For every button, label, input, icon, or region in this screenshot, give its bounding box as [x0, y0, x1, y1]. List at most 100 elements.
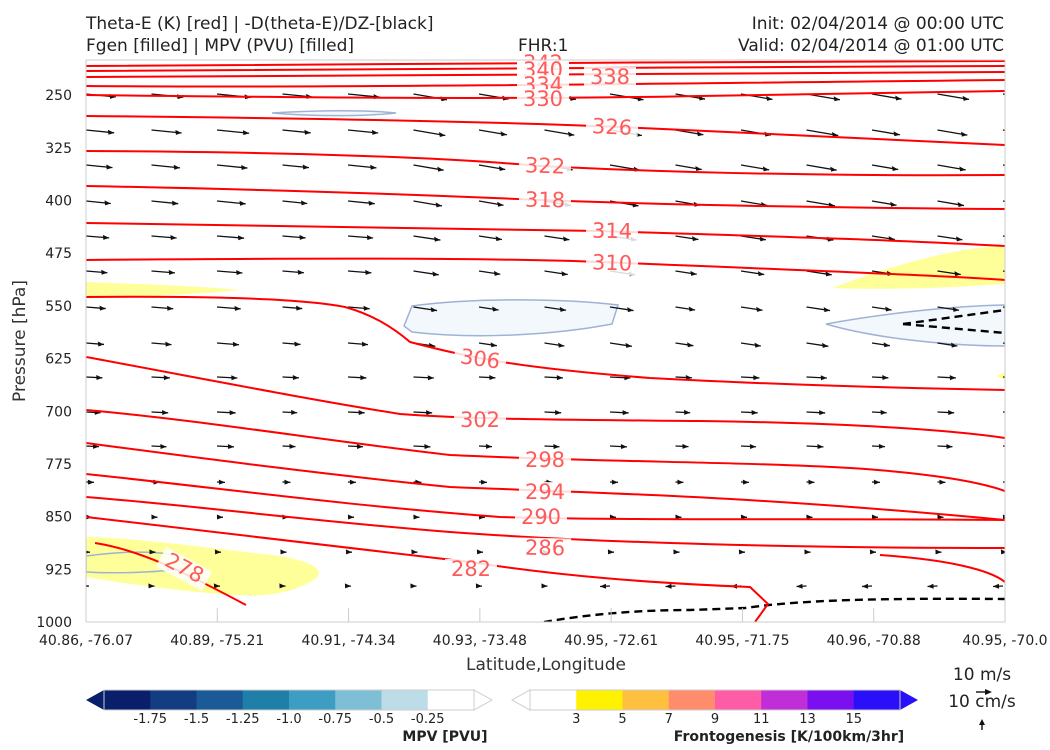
- wind-vector-arrowhead: [1016, 410, 1022, 415]
- wind-vector-arrowhead: [301, 200, 308, 206]
- wind-vector-arrowhead: [296, 305, 303, 311]
- wind-vector-arrowhead: [682, 443, 689, 449]
- wind-vector-arrowhead: [627, 307, 634, 313]
- fgen-colorbar-tick: 15: [845, 712, 862, 727]
- fgen-colorbar-extend-low: [510, 689, 531, 711]
- mpv-colorbar-extend-high: [473, 689, 494, 711]
- wind-vector-arrowhead: [434, 236, 441, 242]
- wind-vector-arrowhead: [356, 443, 363, 449]
- mpv-colorbar-segment: [196, 690, 244, 710]
- contour-label-background: [155, 547, 213, 591]
- wind-vector-arrowhead: [365, 269, 372, 275]
- wind-vector-arrowhead: [163, 375, 170, 381]
- wind-vector: [1002, 93, 1005, 96]
- theta-e-contour: [86, 65, 1005, 72]
- wind-vector-arrowhead: [170, 235, 177, 241]
- wind-vector-arrowhead: [935, 549, 942, 555]
- wind-vector: [1002, 164, 1005, 167]
- wind-vector-arrowhead: [241, 164, 248, 170]
- wind-vector-arrowhead: [688, 306, 696, 312]
- mpv-colorbar-segment: [104, 690, 151, 710]
- wind-vector-arrowhead: [937, 514, 944, 520]
- wind-vector-arrowhead: [946, 443, 953, 449]
- mpv-colorbar-tick: -1.25: [226, 712, 260, 727]
- wind-vector-arrowhead: [360, 375, 367, 381]
- wind-vector-arrowhead: [939, 479, 946, 485]
- wind-vector-arrowhead: [437, 166, 444, 172]
- mpv-colorbar: -1.75 -1.5 -1.25 -1.0 -0.75 -0.5 -0.25: [86, 689, 494, 727]
- wind-vector-arrowhead: [673, 549, 680, 555]
- wind-vector-arrowhead: [104, 200, 111, 206]
- theta-e-contour: [86, 356, 1005, 439]
- wind-vector-arrowhead: [559, 306, 567, 312]
- mpv-colorbar-extend-low: [86, 690, 104, 710]
- mpv-colorbar-tick: -1.5: [184, 712, 209, 727]
- theta-e-contour-label: 286: [525, 536, 566, 561]
- horizontal-reference-label: 10 m/s: [953, 665, 1011, 685]
- wind-vector-arrowhead: [607, 549, 614, 555]
- wind-vector-arrowhead: [880, 409, 887, 415]
- y-tick-label: 1000: [36, 615, 72, 631]
- x-axis-label: Latitude,Longitude: [466, 655, 626, 675]
- wind-vector-arrowhead: [427, 375, 434, 381]
- wind-vector-arrowhead: [497, 201, 504, 207]
- wind-vector-arrowhead: [833, 96, 841, 102]
- wind-vector-arrowhead: [216, 514, 223, 520]
- wind-vector-arrowhead: [102, 234, 110, 240]
- wind-vector-arrowhead: [106, 164, 113, 170]
- wind-vector-arrowhead: [695, 165, 702, 171]
- y-tick-label: 850: [45, 510, 72, 526]
- wind-vector-arrowhead: [162, 410, 169, 416]
- wind-vector-arrowhead: [101, 269, 108, 275]
- wind-vector-arrowhead: [173, 164, 180, 170]
- wind-vector: [1002, 376, 1005, 378]
- theta-e-contour-label: 310: [592, 250, 633, 275]
- wind-vector-arrowhead: [749, 443, 756, 449]
- wind-vector-arrowhead: [825, 271, 832, 277]
- wind-vector-arrowhead: [1020, 307, 1026, 312]
- mpv-colorbar-segment: [289, 690, 336, 710]
- fgen-colorbar-tick: 7: [665, 712, 673, 727]
- fgen-colorbar-tick: 5: [618, 712, 626, 727]
- wind-vector-arrowhead: [492, 306, 499, 312]
- title-line-1: Theta-E (K) [red] | -D(theta-E)/DZ-[blac…: [86, 14, 434, 34]
- wind-vector-arrowhead: [556, 375, 563, 381]
- x-tick-label: 40.95, -70.0: [962, 633, 1047, 649]
- theta-e-contour-label: 314: [592, 219, 633, 244]
- mpv-colorbar-tick: -0.75: [318, 712, 352, 727]
- wind-vector-arrowhead: [1017, 375, 1023, 380]
- wind-vector-arrowhead: [869, 549, 876, 555]
- wind-vector-arrowhead: [563, 236, 570, 242]
- x-tick-label: 40.91, -74.34: [302, 633, 396, 649]
- contour-label-background: [518, 189, 572, 213]
- wind-vector-arrowhead: [956, 236, 963, 242]
- wind-vector-arrowhead: [349, 479, 356, 485]
- wind-vector-arrowhead: [279, 583, 286, 589]
- wind-vector-arrowhead: [299, 234, 306, 240]
- contour-label-background: [585, 252, 639, 276]
- wind-vector-arrowhead: [489, 375, 496, 381]
- wind-vector-arrowhead: [284, 479, 291, 485]
- fgen-colorbar-segment: [853, 690, 901, 710]
- theta-e-contour-label: 330: [523, 87, 563, 111]
- wind-vector-arrowhead: [151, 514, 158, 520]
- wind-vector: [1002, 342, 1005, 344]
- wind-vector-arrowhead: [751, 410, 758, 416]
- contour-label-background: [584, 67, 636, 89]
- wind-vector-arrowhead: [993, 583, 1000, 589]
- fgen-colorbar-segment: [530, 690, 577, 710]
- wind-vector-arrowhead: [239, 200, 246, 206]
- wind-vector-arrowhead: [862, 583, 869, 589]
- wind-vector-arrowhead: [555, 410, 562, 416]
- fgen-colorbar-segment: [715, 690, 762, 710]
- x-tick-label: 40.89, -75.21: [170, 633, 264, 649]
- wind-vector-arrowhead: [148, 583, 155, 589]
- contour-label-background: [585, 115, 639, 141]
- wind-vector-arrowhead: [1014, 444, 1020, 449]
- wind-vector-arrowhead: [438, 131, 446, 137]
- wind-vector-arrowhead: [796, 583, 803, 589]
- wind-vector-arrowhead: [883, 342, 890, 348]
- vector-reference: 10 m/s 10 cm/s: [948, 665, 1016, 730]
- wind-vector-arrowhead: [819, 410, 826, 416]
